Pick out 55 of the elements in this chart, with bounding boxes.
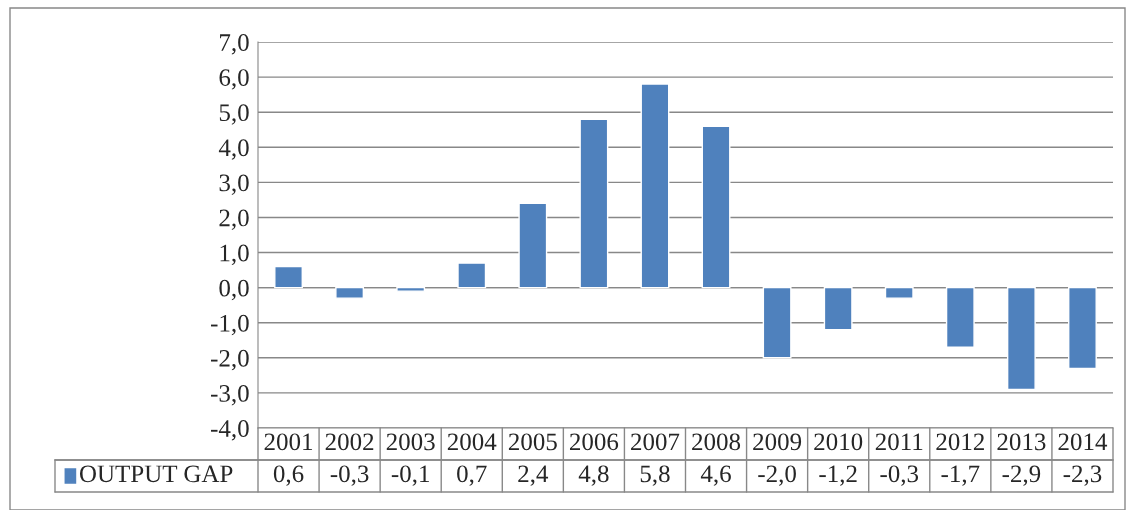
bar — [396, 286, 426, 292]
x-tick-label: 2009 — [753, 433, 802, 451]
data-label: -0,3 — [880, 465, 919, 486]
data-label: 0,7 — [457, 465, 487, 486]
x-tick-label: 2006 — [569, 433, 619, 451]
x-tick-label: 2005 — [508, 433, 557, 451]
x-tick-label: 2010 — [814, 433, 863, 451]
data-label: -2,3 — [1063, 465, 1102, 486]
y-tick-label: -2,0 — [211, 349, 249, 371]
legend-label: OUTPUT GAP — [79, 465, 233, 483]
y-tick-label: 0,0 — [219, 279, 249, 301]
data-label: 4,6 — [700, 465, 731, 486]
bar — [762, 286, 792, 359]
x-tick-label: 2001 — [264, 433, 313, 451]
y-tick-label: 4,0 — [218, 139, 249, 160]
x-tick-label: 2003 — [386, 433, 435, 451]
y-tick-label: 6,0 — [219, 69, 249, 90]
bar — [640, 83, 670, 289]
bar — [945, 286, 975, 348]
data-label: -1,2 — [819, 465, 857, 486]
data-label: -1,7 — [941, 465, 980, 486]
bar — [579, 118, 609, 289]
bar — [701, 125, 731, 289]
x-tick-label: 2008 — [692, 433, 741, 451]
y-tick-label: 7,0 — [220, 34, 249, 55]
y-tick-label: 1,0 — [220, 244, 249, 266]
x-tick-label: 2012 — [936, 433, 984, 451]
y-tick-label: -4,0 — [211, 420, 249, 441]
y-tick-label: 3,0 — [219, 174, 249, 195]
x-tick-label: 2013 — [997, 433, 1046, 451]
bar — [1068, 286, 1097, 370]
data-label: -2,0 — [758, 465, 796, 486]
data-label: 0,6 — [273, 465, 304, 486]
data-label: -2,9 — [1002, 465, 1041, 486]
bar — [335, 286, 365, 299]
data-label: 2,4 — [518, 465, 549, 486]
x-tick-label: 2002 — [325, 433, 374, 451]
bar — [457, 262, 487, 289]
x-tick-label: 2007 — [631, 433, 680, 451]
data-label: -0,3 — [330, 465, 369, 486]
y-tick-label: -1,0 — [211, 314, 249, 336]
x-tick-label: 2004 — [447, 433, 497, 451]
data-label: 4,8 — [578, 465, 609, 486]
bar — [518, 202, 548, 289]
data-label: -0,1 — [391, 465, 429, 486]
bar — [274, 265, 303, 289]
x-tick-label: 2011 — [875, 433, 923, 451]
y-tick-label: 2,0 — [219, 209, 249, 230]
bar — [884, 286, 914, 299]
bar — [823, 286, 853, 331]
y-tick-label: 5,0 — [219, 104, 249, 125]
bar — [1006, 286, 1036, 391]
data-label: 5,8 — [640, 465, 670, 486]
y-tick-label: -3,0 — [211, 384, 249, 406]
x-tick-label: 2014 — [1058, 433, 1108, 451]
